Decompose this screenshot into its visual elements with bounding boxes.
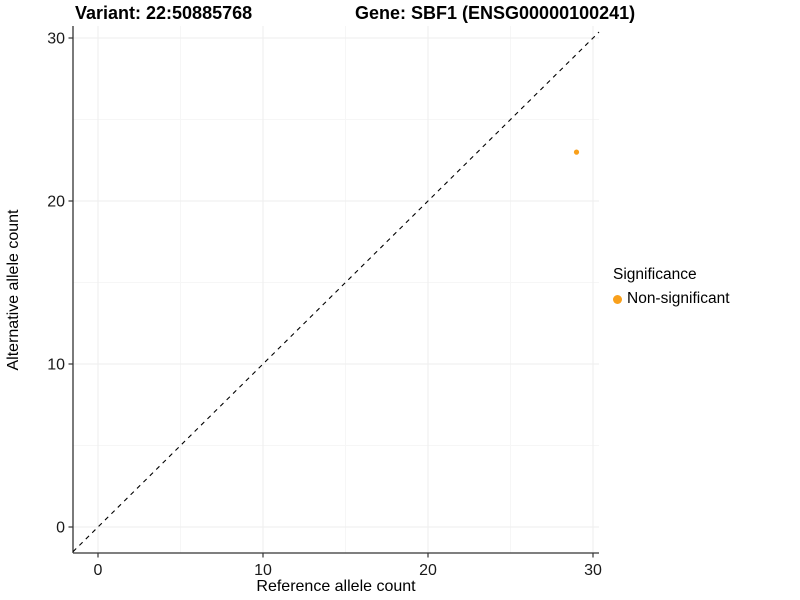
legend-point-icon: [613, 294, 622, 304]
legend-item-non-significant: Non-significant: [613, 290, 730, 308]
plot-title-gene: Gene: SBF1 (ENSG00000100241): [355, 3, 636, 23]
x-tick-label: 10: [254, 562, 272, 579]
y-tick-label: 30: [47, 31, 65, 48]
x-tick-label: 20: [419, 562, 437, 579]
y-tick-label: 10: [47, 357, 65, 374]
x-axis-title: Reference allele count: [256, 578, 416, 595]
legend: Significance Non-significant: [613, 266, 730, 308]
identity-line: [72, 31, 600, 553]
y-tick-label: 20: [47, 194, 65, 211]
plot-title-variant: Variant: 22:50885768: [75, 3, 253, 23]
legend-item-label: Non-significant: [627, 290, 730, 307]
x-tick-label: 30: [584, 562, 602, 579]
y-tick-label: 0: [56, 520, 65, 537]
x-tick-label: 0: [94, 562, 103, 579]
data-point: [573, 149, 580, 155]
legend-title: Significance: [613, 266, 697, 283]
